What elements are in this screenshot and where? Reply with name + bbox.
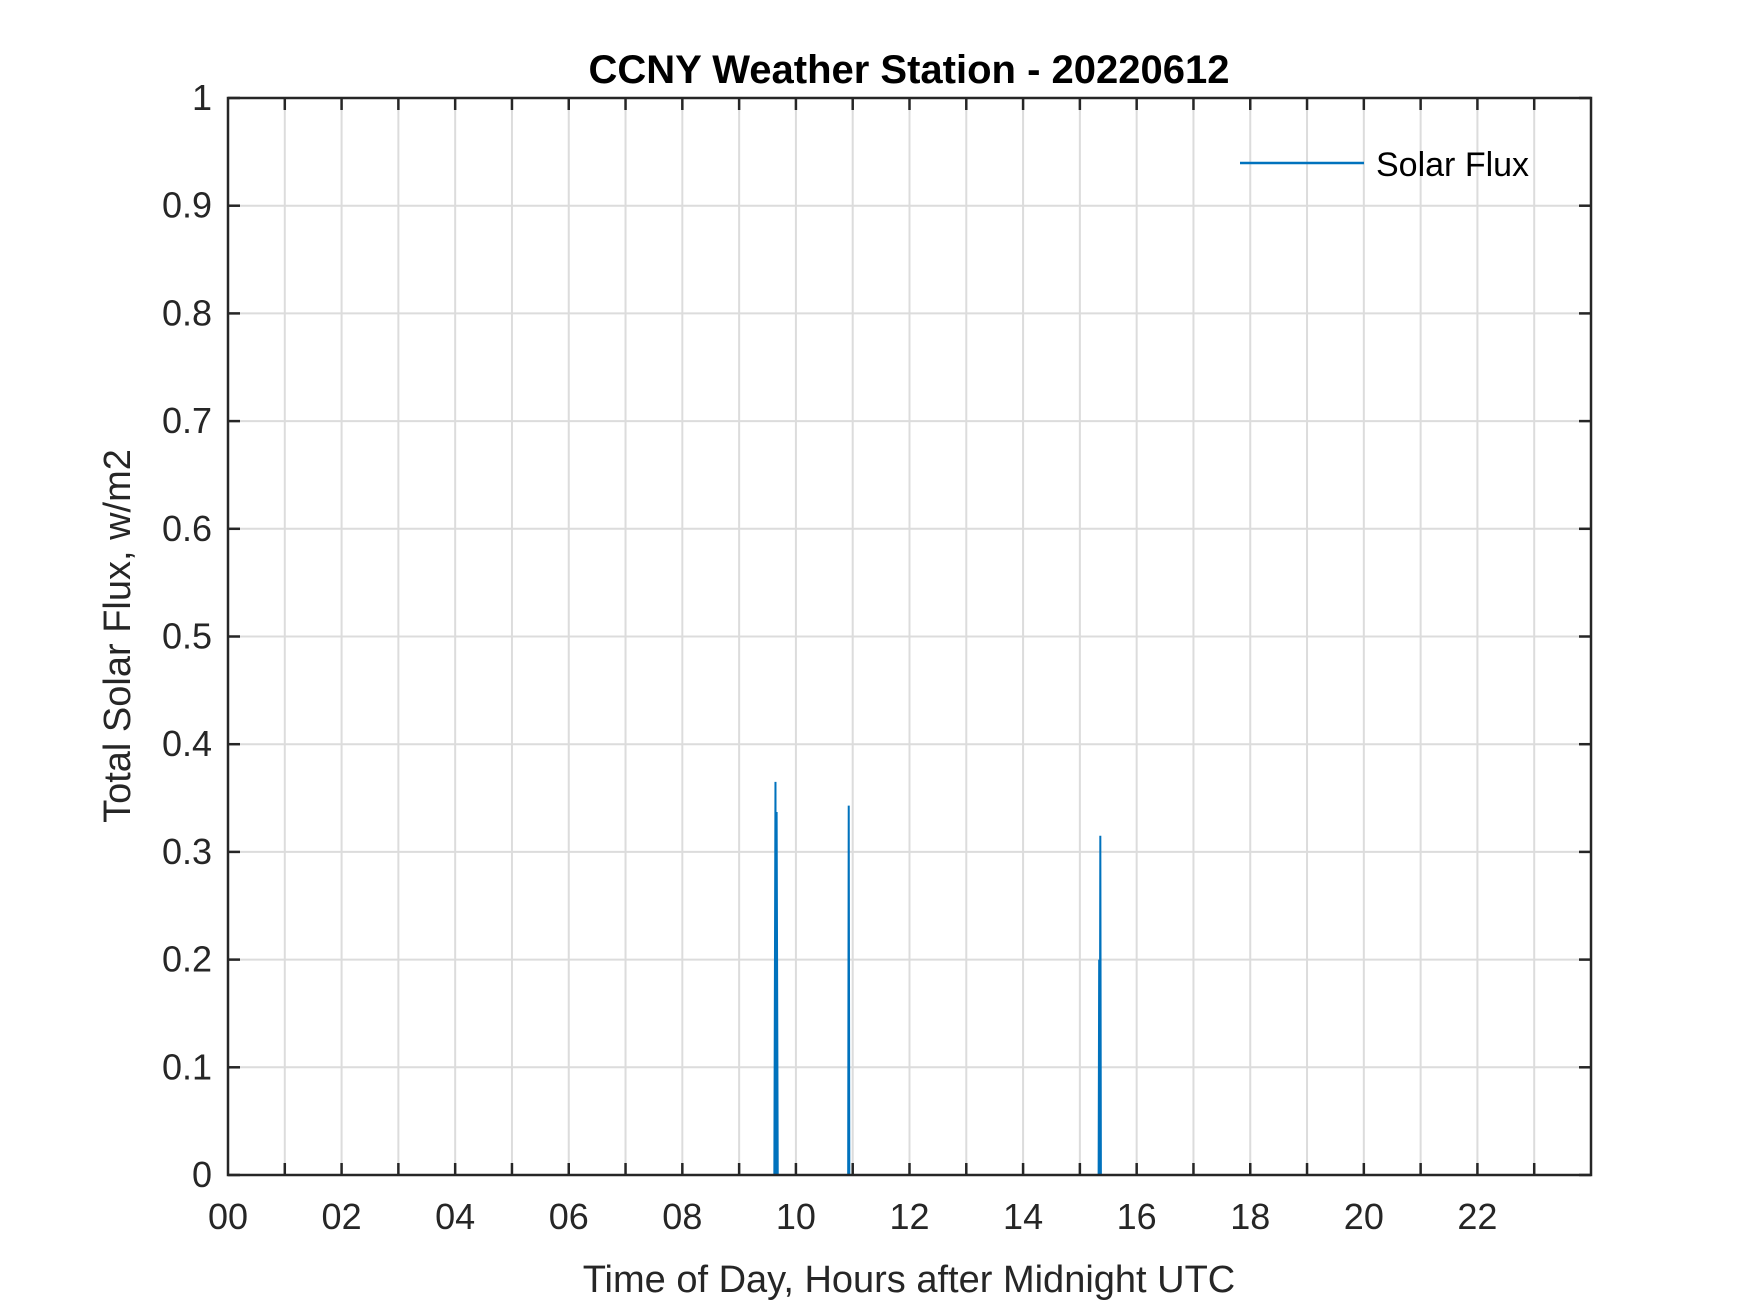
chart-title: CCNY Weather Station - 20220612: [589, 48, 1230, 92]
y-tick-label: 0.3: [162, 831, 212, 872]
x-tick-label: 20: [1344, 1196, 1384, 1237]
y-tick-label: 1: [192, 77, 212, 118]
x-tick-label: 00: [208, 1196, 248, 1237]
y-tick-label: 0.1: [162, 1046, 212, 1087]
y-tick-label: 0: [192, 1154, 212, 1195]
grid-lines: [228, 98, 1591, 1175]
legend: Solar Flux: [1240, 146, 1529, 184]
x-tick-label: 14: [1003, 1196, 1043, 1237]
y-tick-label: 0.9: [162, 185, 212, 226]
tick-labels: 00 02 04 06 08 10 12 14 16 18 20 22 0 0.1 0.2 0.3 0.4 0.5…: [162, 77, 1497, 1237]
series-layer: [773, 781, 1103, 1176]
y-tick-label: 0.8: [162, 292, 212, 333]
x-axis-label: Time of Day, Hours after Midnight UTC: [583, 1259, 1236, 1301]
x-tick-label: 22: [1457, 1196, 1497, 1237]
y-tick-label: 0.2: [162, 939, 212, 980]
x-tick-label: 04: [435, 1196, 475, 1237]
tick-marks: [228, 96, 1591, 1177]
x-tick-label: 16: [1117, 1196, 1157, 1237]
x-tick-label: 02: [322, 1196, 362, 1237]
y-tick-label: 0.5: [162, 616, 212, 657]
x-tick-label: 18: [1230, 1196, 1270, 1237]
y-tick-label: 0.7: [162, 400, 212, 441]
x-tick-label: 10: [776, 1196, 816, 1237]
y-axis-label: Total Solar Flux, w/m2: [97, 449, 139, 823]
legend-label-solar-flux: Solar Flux: [1376, 146, 1529, 184]
x-tick-label: 06: [549, 1196, 589, 1237]
x-tick-label: 12: [889, 1196, 929, 1237]
series-line-solar-flux: [773, 781, 1103, 1176]
y-tick-label: 0.4: [162, 723, 212, 764]
y-tick-label: 0.6: [162, 508, 212, 549]
x-tick-label: 08: [662, 1196, 702, 1237]
